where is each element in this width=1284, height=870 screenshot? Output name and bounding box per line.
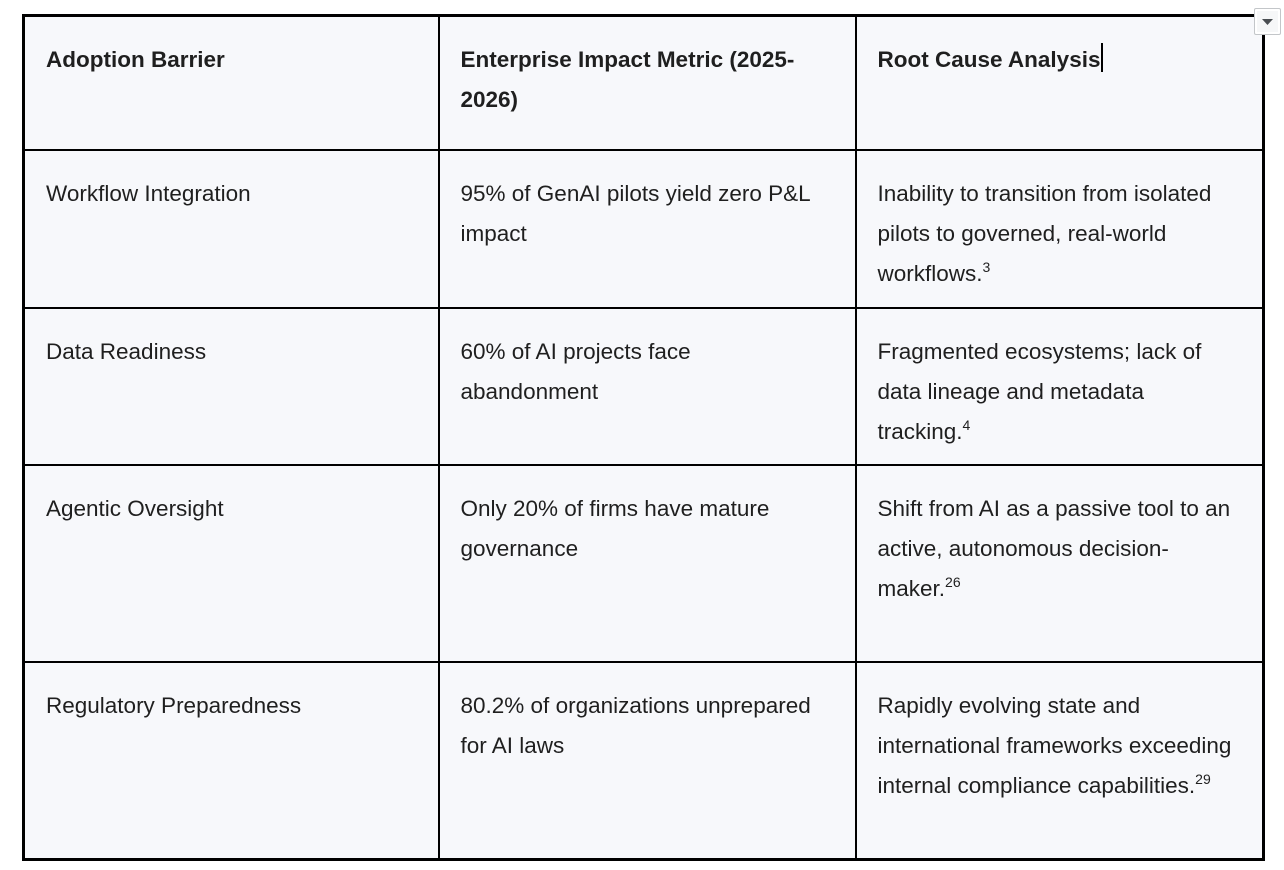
cell-metric[interactable]: 60% of AI projects face abandonment: [437, 306, 857, 466]
footnote-reference[interactable]: 26: [945, 573, 961, 590]
cell-text: 95% of GenAI pilots yield zero P&L impac…: [460, 180, 810, 246]
adoption-barriers-table: Adoption Barrier Enterprise Impact Metri…: [22, 14, 1265, 861]
text-cursor: [1101, 43, 1104, 72]
table-menu-button[interactable]: [1254, 8, 1281, 35]
cell-metric[interactable]: 95% of GenAI pilots yield zero P&L impac…: [437, 148, 857, 309]
header-label: Root Cause Analysis: [877, 47, 1101, 72]
cell-text: Data Readiness: [46, 338, 207, 364]
cell-text: Fragmented ecosystems; lack of data line…: [877, 338, 1202, 444]
header-label: Adoption Barrier: [46, 47, 225, 72]
cell-text: Regulatory Preparedness: [46, 692, 302, 718]
table-row: Regulatory Preparedness 80.2% of organiz…: [22, 660, 1265, 861]
header-cell-enterprise-impact-metric[interactable]: Enterprise Impact Metric (2025-2026): [437, 14, 857, 151]
cell-barrier[interactable]: Agentic Oversight: [22, 463, 440, 663]
cell-metric[interactable]: 80.2% of organizations unprepared for AI…: [437, 660, 857, 861]
cell-root-cause[interactable]: Fragmented ecosystems; lack of data line…: [854, 306, 1265, 466]
cell-text: Shift from AI as a passive tool to an ac…: [877, 495, 1231, 601]
cell-text: Only 20% of firms have mature governance: [460, 495, 770, 561]
cell-text: 80.2% of organizations unprepared for AI…: [460, 692, 811, 758]
cell-root-cause[interactable]: Shift from AI as a passive tool to an ac…: [854, 463, 1265, 663]
cell-root-cause[interactable]: Inability to transition from isolated pi…: [854, 148, 1265, 309]
cell-text: Rapidly evolving state and international…: [877, 692, 1232, 798]
table-row: Agentic Oversight Only 20% of firms have…: [22, 463, 1265, 663]
header-row: Adoption Barrier Enterprise Impact Metri…: [22, 14, 1265, 151]
cell-text: Workflow Integration: [46, 180, 251, 206]
cell-root-cause[interactable]: Rapidly evolving state and international…: [854, 660, 1265, 861]
header-cell-root-cause-analysis[interactable]: Root Cause Analysis: [854, 14, 1265, 151]
header-label: Enterprise Impact Metric (2025-2026): [460, 47, 795, 112]
footnote-reference[interactable]: 3: [982, 258, 991, 275]
chevron-down-icon: [1262, 18, 1273, 25]
header-cell-adoption-barrier[interactable]: Adoption Barrier: [22, 14, 440, 151]
cell-text: 60% of AI projects face abandonment: [460, 338, 691, 404]
table-row: Workflow Integration 95% of GenAI pilots…: [22, 148, 1265, 309]
document-table-container: Adoption Barrier Enterprise Impact Metri…: [22, 14, 1265, 861]
cell-text: Inability to transition from isolated pi…: [877, 180, 1212, 286]
cell-metric[interactable]: Only 20% of firms have mature governance: [437, 463, 857, 663]
footnote-reference[interactable]: 29: [1195, 770, 1211, 787]
table-row: Data Readiness 60% of AI projects face a…: [22, 306, 1265, 466]
footnote-reference[interactable]: 4: [962, 416, 971, 433]
cell-barrier[interactable]: Workflow Integration: [22, 148, 440, 309]
cell-barrier[interactable]: Regulatory Preparedness: [22, 660, 440, 861]
cell-text: Agentic Oversight: [46, 495, 224, 521]
cell-barrier[interactable]: Data Readiness: [22, 306, 440, 466]
